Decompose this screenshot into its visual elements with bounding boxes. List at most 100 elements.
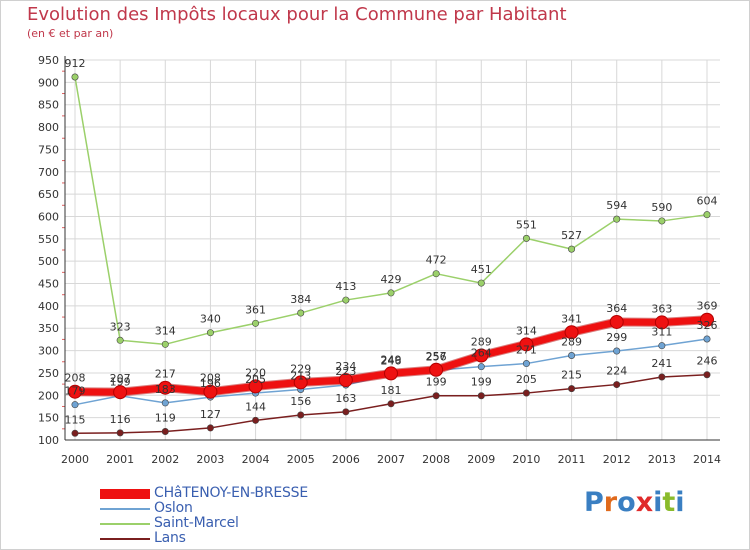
- y-tick-label: 900: [38, 76, 59, 89]
- data-point: [432, 270, 440, 278]
- data-label: 115: [65, 413, 86, 426]
- data-label: 341: [561, 312, 582, 325]
- data-point: [206, 424, 214, 432]
- data-point: [384, 366, 398, 381]
- data-label: 326: [697, 319, 718, 332]
- data-label: 451: [471, 263, 492, 276]
- data-point: [297, 309, 305, 317]
- data-label-layer: 115 116 119 127 144 156 163 181 199 199 205 215 224 2…: [65, 57, 718, 426]
- y-tick-label: 850: [38, 99, 59, 112]
- data-point: [522, 360, 530, 368]
- data-point: [703, 371, 711, 379]
- data-point: [522, 234, 530, 242]
- data-label: 246: [381, 355, 402, 368]
- data-label: 369: [697, 300, 718, 313]
- data-point: [700, 312, 714, 327]
- data-point: [161, 399, 169, 407]
- x-tick-label: 2007: [377, 453, 405, 466]
- data-point: [613, 381, 621, 389]
- data-label: 249: [381, 353, 402, 366]
- data-label: 299: [606, 331, 627, 344]
- y-tick-label: 400: [38, 300, 59, 313]
- data-label: 594: [606, 199, 627, 212]
- series-layer: [68, 73, 714, 437]
- data-label: 314: [155, 324, 176, 337]
- legend-swatch-chatenoy: [100, 488, 150, 499]
- data-label: 215: [561, 369, 582, 382]
- data-point: [342, 408, 350, 416]
- legend-label-chatenoy: CHâTENOY-EN-BRESSE: [154, 485, 309, 501]
- data-point: [161, 340, 169, 348]
- data-label: 119: [155, 412, 176, 425]
- data-point: [477, 279, 485, 287]
- data-point: [613, 347, 621, 355]
- data-point: [519, 337, 534, 352]
- y-tick-label: 200: [38, 389, 59, 402]
- x-tick-label: 2000: [61, 453, 89, 466]
- data-label: 196: [200, 377, 221, 390]
- data-label: 271: [516, 344, 537, 357]
- logo-letter: i: [675, 487, 685, 518]
- y-tick-label: 750: [38, 143, 59, 156]
- data-label: 213: [290, 369, 311, 382]
- data-label: 220: [245, 366, 266, 379]
- data-label: 208: [200, 372, 221, 385]
- data-label: 311: [651, 326, 672, 339]
- x-tick-label: 2006: [332, 453, 360, 466]
- data-point: [206, 329, 214, 337]
- y-tick-label: 300: [38, 345, 59, 358]
- data-label: 323: [110, 320, 131, 333]
- chart-title: Evolution des Impôts locaux pour la Comm…: [27, 4, 567, 25]
- data-point: [477, 363, 485, 371]
- data-point: [522, 389, 530, 397]
- data-point: [658, 342, 666, 350]
- x-tick-label: 2010: [512, 453, 540, 466]
- x-tick-label: 2002: [151, 453, 179, 466]
- data-label: 364: [606, 302, 627, 315]
- data-point: [568, 385, 576, 393]
- x-tick-label: 2004: [242, 453, 270, 466]
- data-point: [432, 392, 440, 400]
- data-point: [116, 429, 124, 437]
- data-label: 289: [471, 336, 492, 349]
- data-point: [116, 336, 124, 344]
- data-point: [429, 362, 444, 377]
- data-point: [113, 385, 128, 400]
- legend-swatch-oslon: [100, 507, 150, 510]
- x-tick-label: 2001: [106, 453, 134, 466]
- y-tick-label: 100: [38, 434, 59, 447]
- data-label: 181: [381, 384, 402, 397]
- axis-layer: 100 150 200 250 300 350 400 450 500 550 600 650 700 7…: [38, 54, 721, 466]
- legend-label-saint-marcel: Saint-Marcel: [154, 515, 239, 531]
- data-point: [158, 380, 173, 395]
- data-label: 116: [110, 413, 131, 426]
- data-point: [71, 73, 79, 81]
- data-point: [387, 289, 395, 297]
- data-point: [477, 392, 485, 400]
- y-tick-label: 550: [38, 233, 59, 246]
- logo-letter: o: [617, 487, 636, 518]
- data-label: 604: [697, 195, 718, 208]
- data-label: 207: [110, 372, 131, 385]
- y-tick-label: 250: [38, 367, 59, 380]
- data-label: 912: [65, 57, 86, 70]
- data-point: [658, 217, 666, 225]
- data-point: [658, 373, 666, 381]
- data-point: [68, 384, 82, 399]
- data-label: 199: [426, 376, 447, 389]
- data-label: 527: [561, 229, 582, 242]
- data-point: [293, 375, 308, 390]
- data-label: 429: [381, 273, 402, 286]
- data-label: 205: [516, 373, 537, 386]
- data-label: 472: [426, 254, 447, 267]
- data-label: 205: [245, 373, 266, 386]
- data-label: 361: [245, 303, 266, 316]
- y-tick-label: 350: [38, 322, 59, 335]
- data-point: [703, 211, 711, 219]
- y-tick-label: 500: [38, 255, 59, 268]
- y-tick-label: 600: [38, 210, 59, 223]
- data-point: [252, 416, 260, 424]
- data-point: [654, 315, 669, 330]
- x-tick-label: 2014: [693, 453, 721, 466]
